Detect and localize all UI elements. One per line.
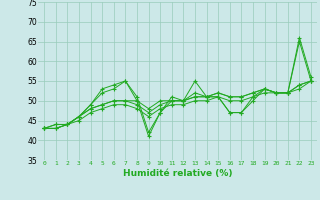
X-axis label: Humidité relative (%): Humidité relative (%) [123,169,232,178]
